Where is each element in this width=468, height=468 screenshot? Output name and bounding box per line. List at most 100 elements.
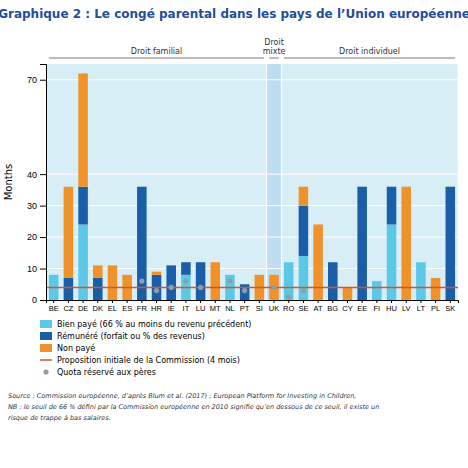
y-tick-mark [40,80,46,81]
legend-label: Non payé [57,343,95,353]
x-tick: ES [122,300,132,313]
legend-item: Rémunéré (forfait ou % des revenus) [40,331,205,341]
x-tick: PL [431,300,440,313]
quota-dot [169,285,174,290]
x-tick-mark [229,300,230,303]
x-tick-label: HU [386,304,397,313]
x-tick-label: EE [357,304,367,313]
bar [387,224,397,300]
legend-swatch [43,369,48,374]
quota-dot [183,279,188,284]
bar [328,262,338,263]
y-tick-mark [40,206,46,207]
bar [225,274,235,275]
x-tick-mark [83,300,84,303]
bar [78,224,88,300]
bar [372,281,382,282]
quota-dot [227,279,232,284]
grid-line [46,174,458,175]
title: Graphique 2 : Le congé parental dans les… [0,7,468,21]
bar [196,262,206,263]
x-tick: CY [342,300,352,313]
grid-line [46,79,458,80]
bar [137,187,147,300]
x-tick-label: NL [225,304,235,313]
x-tick-mark [318,300,319,303]
x-tick: MT [210,300,221,313]
x-tick: BE [49,300,59,313]
marks [46,73,458,300]
grid [46,80,458,300]
y-tick-mark [40,300,46,301]
quota-dot [271,285,276,290]
x-tick-mark [185,300,186,303]
x-tick: FI [374,300,381,313]
section-label: Droitmixte [263,38,286,56]
bar [196,262,206,300]
bar [240,284,250,285]
x-tick: IE [168,300,175,313]
bar [181,262,191,275]
x-tick-label: SI [256,304,263,313]
x-tick-mark [362,300,363,303]
x-tick-label: FR [137,304,148,313]
x-tick: SI [256,300,263,313]
bar [357,186,367,187]
x-tick-label: EL [108,304,117,313]
x-tick-label: PL [431,304,440,313]
y-tick-label: 70 [27,75,37,85]
legend-item: Quota réservé aux pères [43,367,156,377]
x-tick-mark [259,300,260,303]
x-tick: IT [183,300,190,313]
x-tick-mark [420,300,421,303]
bar [387,186,397,187]
bar-series [49,224,426,300]
bar [93,278,103,300]
scatter-series [139,279,306,300]
y-tick: 30 [27,201,46,211]
x-tick: SK [445,300,455,313]
bar [328,262,338,300]
x-tick-mark [347,300,348,303]
bar [93,265,103,278]
section-divider [281,64,282,300]
x-tick-label: LV [402,304,411,313]
legend-swatch [40,359,52,361]
bar [372,281,382,282]
x-tick: PT [240,300,250,313]
x-tick-mark [244,300,245,303]
bar [416,262,426,263]
note: risque de trappe à bas salaires. [8,414,111,422]
x-tick-mark [156,300,157,303]
y-tick-mark [40,237,46,238]
x-tick-mark [391,300,392,303]
legend-label: Rémunéré (forfait ou % des revenus) [57,331,205,341]
x-tick-mark [112,300,113,303]
section-background [46,64,266,300]
x-tick: LV [402,300,411,313]
y-tick: 0 [32,295,46,305]
y-tick-label: 10 [27,264,37,274]
y-axis-title: Months [3,164,14,201]
x-tick: RO [283,300,294,313]
x-tick-mark [97,300,98,303]
x-tick-label: DE [78,304,88,313]
y-axis: 01020304070 [27,65,47,306]
x-tick-label: CZ [63,304,73,313]
bar [78,73,88,186]
quota-dot [198,285,203,290]
x-tick-mark [288,300,289,303]
x-axis-line [47,301,459,304]
bar [152,272,162,275]
x-tick-mark [68,300,69,303]
x-tick: SE [298,300,308,313]
x-tick: FR [137,300,148,313]
x-tick-label: IT [183,304,190,313]
bar [446,187,456,300]
bar [166,265,176,300]
x-tick: LU [196,300,206,313]
quota-dot [301,288,306,293]
quota-dot [154,288,159,293]
legend-swatch [40,344,52,352]
bar [431,278,441,300]
